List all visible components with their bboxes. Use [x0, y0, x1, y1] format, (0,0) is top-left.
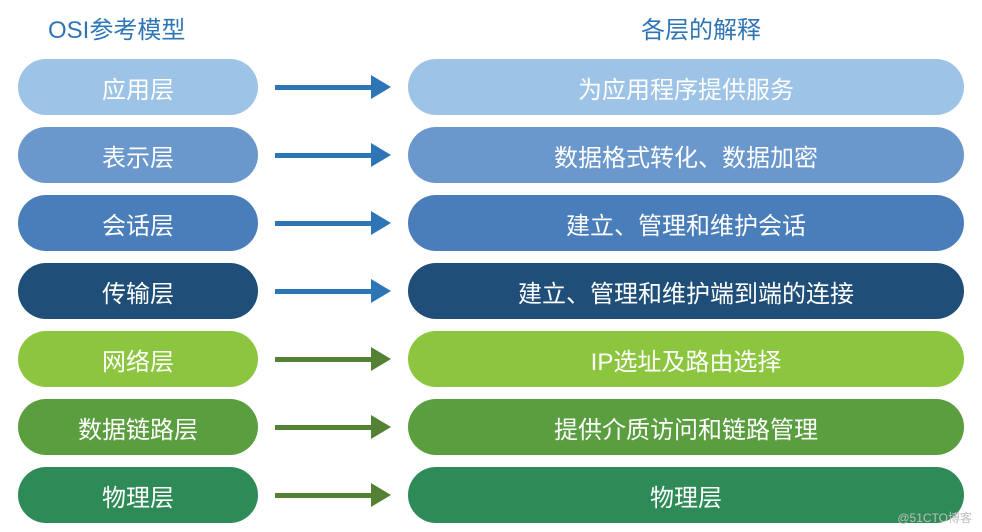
arrow-right-icon: [275, 75, 391, 99]
arrow-right-icon: [275, 211, 391, 235]
arrow-wrap: [258, 211, 408, 235]
arrow-right-icon: [275, 143, 391, 167]
arrow-wrap: [258, 483, 408, 507]
layer-desc-pill: 数据格式转化、数据加密: [408, 127, 964, 183]
layer-rows: 应用层 为应用程序提供服务表示层 数据格式转化、数据加密会话层 建立、管理和维护会话传…: [18, 59, 964, 523]
layer-row: 传输层 建立、管理和维护端到端的连接: [18, 263, 964, 319]
layer-row: 表示层 数据格式转化、数据加密: [18, 127, 964, 183]
arrow-wrap: [258, 347, 408, 371]
arrow-right-icon: [275, 483, 391, 507]
layer-name-pill: 表示层: [18, 127, 258, 183]
layer-desc-pill: 建立、管理和维护会话: [408, 195, 964, 251]
layer-name-pill: 数据链路层: [18, 399, 258, 455]
layer-desc-pill: 物理层: [408, 467, 964, 523]
arrow-right-icon: [275, 347, 391, 371]
layer-row: 会话层 建立、管理和维护会话: [18, 195, 964, 251]
layer-name-pill: 物理层: [18, 467, 258, 523]
arrow-wrap: [258, 143, 408, 167]
layer-desc-pill: 为应用程序提供服务: [408, 59, 964, 115]
arrow-wrap: [258, 279, 408, 303]
layer-desc-pill: 提供介质访问和链路管理: [408, 399, 964, 455]
header-right: 各层的解释: [408, 10, 964, 45]
layer-name-pill: 网络层: [18, 331, 258, 387]
header-spacer: [258, 10, 408, 45]
layer-name-pill: 传输层: [18, 263, 258, 319]
layer-row: 物理层 物理层: [18, 467, 964, 523]
layer-desc-pill: 建立、管理和维护端到端的连接: [408, 263, 964, 319]
headers: OSI参考模型 各层的解释: [18, 10, 964, 45]
layer-desc-pill: IP选址及路由选择: [408, 331, 964, 387]
header-left: OSI参考模型: [18, 10, 258, 45]
layer-row: 数据链路层 提供介质访问和链路管理: [18, 399, 964, 455]
layer-name-pill: 应用层: [18, 59, 258, 115]
layer-row: 应用层 为应用程序提供服务: [18, 59, 964, 115]
arrow-wrap: [258, 75, 408, 99]
arrow-right-icon: [275, 415, 391, 439]
layer-name-pill: 会话层: [18, 195, 258, 251]
layer-row: 网络层 IP选址及路由选择: [18, 331, 964, 387]
arrow-right-icon: [275, 279, 391, 303]
arrow-wrap: [258, 415, 408, 439]
watermark: @51CTO博客: [897, 509, 972, 526]
